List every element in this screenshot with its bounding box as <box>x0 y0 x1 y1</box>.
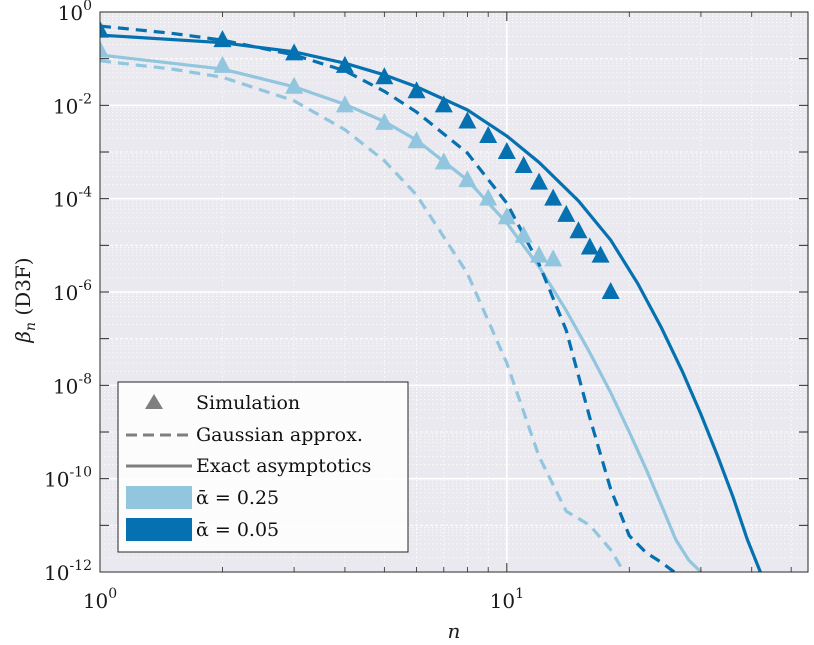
y-tick-base: 10 <box>53 94 78 118</box>
simulation-point-alpha-005 <box>434 95 453 113</box>
simulation-point-alpha-025 <box>434 152 453 170</box>
y-tick-base: 10 <box>53 188 78 212</box>
simulation-point-alpha-025 <box>285 76 304 94</box>
legend-patch-alpha-005 <box>126 518 192 541</box>
legend-label-simulation: Simulation <box>196 392 300 414</box>
legend-label-gaussian: Gaussian approx. <box>196 424 363 446</box>
y-tick-exponent: -10 <box>69 465 92 481</box>
tick-marks <box>99 11 808 573</box>
y-tick-base: 10 <box>44 561 69 585</box>
x-tick-label: 100 <box>83 586 117 613</box>
y-tick-base: 10 <box>44 468 69 492</box>
simulation-point-alpha-005 <box>569 221 588 239</box>
y-axis-label: βn (D3F) <box>11 257 39 343</box>
y-tick-label: 10-10 <box>44 465 92 492</box>
simulation-point-alpha-005 <box>285 43 304 61</box>
y-tick-exponent: -6 <box>78 278 92 294</box>
legend-patch-alpha-025 <box>126 486 192 509</box>
x-tick-exponent: 1 <box>515 586 524 602</box>
simulation-point-alpha-025 <box>530 245 549 263</box>
simulation-point-alpha-005 <box>100 20 109 38</box>
simulation-point-alpha-005 <box>601 282 620 299</box>
y-axis-label-symbol: β <box>11 331 35 344</box>
legend-marker-triangle-icon <box>145 394 163 409</box>
y-axis-label-subscript: n <box>23 322 39 331</box>
simulation-point-alpha-025 <box>458 170 477 188</box>
x-axis-label: n <box>448 619 461 643</box>
simulation-point-alpha-025 <box>407 131 426 149</box>
legend: Simulation Gaussian approx. Exact asympt… <box>117 381 409 553</box>
simulation-point-alpha-025 <box>100 40 109 58</box>
y-tick-exponent: -2 <box>78 91 92 107</box>
simulation-point-alpha-025 <box>497 207 516 225</box>
simulation-point-alpha-005 <box>530 172 549 190</box>
simulation-point-alpha-025 <box>544 249 563 267</box>
y-tick-base: 10 <box>58 1 83 25</box>
y-tick-label: 10-4 <box>53 185 92 212</box>
y-tick-base: 10 <box>53 281 78 305</box>
simulation-point-alpha-005 <box>544 188 563 206</box>
legend-label-alpha-025: ᾱ = 0.25 <box>196 487 279 509</box>
y-tick-exponent: -4 <box>78 185 92 201</box>
y-tick-label: 10-12 <box>44 558 92 585</box>
x-tick-base: 10 <box>83 589 108 613</box>
x-tick-base: 10 <box>490 589 515 613</box>
y-tick-label: 10-8 <box>53 371 92 398</box>
simulation-point-alpha-005 <box>335 55 354 73</box>
simulation-point-alpha-005 <box>580 237 599 255</box>
x-tick-exponent: 0 <box>108 586 117 602</box>
simulation-point-alpha-005 <box>213 30 232 48</box>
simulation-point-alpha-005 <box>514 156 533 174</box>
simulation-point-alpha-005 <box>591 245 610 263</box>
simulation-point-alpha-005 <box>407 81 426 99</box>
legend-label-exact: Exact asymptotics <box>196 455 371 477</box>
simulation-point-alpha-025 <box>335 95 354 113</box>
y-tick-base: 10 <box>53 374 78 398</box>
simulation-point-alpha-025 <box>375 112 394 130</box>
x-tick-label: 101 <box>490 586 524 613</box>
y-tick-exponent: -8 <box>78 371 92 387</box>
y-tick-label: 100 <box>58 0 92 25</box>
y-tick-exponent: 0 <box>83 0 92 14</box>
simulation-point-alpha-005 <box>557 204 576 222</box>
simulation-point-alpha-005 <box>375 67 394 85</box>
simulation-point-alpha-005 <box>479 126 498 144</box>
simulation-point-alpha-025 <box>479 188 498 206</box>
simulation-point-alpha-005 <box>497 142 516 159</box>
x-tick-labels: 100 101 <box>83 586 524 613</box>
markers-layer <box>100 20 620 299</box>
simulation-point-alpha-005 <box>458 111 477 129</box>
y-tick-label: 10-2 <box>53 91 92 118</box>
y-axis-label-suffix: (D3F) <box>11 257 35 322</box>
exact-line-alpha-025 <box>100 53 703 572</box>
simulation-point-alpha-025 <box>514 225 533 243</box>
legend-label-alpha-005: ᾱ = 0.05 <box>196 519 279 541</box>
gaussian-line-alpha-025 <box>100 59 626 572</box>
simulation-point-alpha-025 <box>213 55 232 73</box>
y-tick-exponent: -12 <box>69 558 92 574</box>
y-tick-label: 10-6 <box>53 278 92 305</box>
